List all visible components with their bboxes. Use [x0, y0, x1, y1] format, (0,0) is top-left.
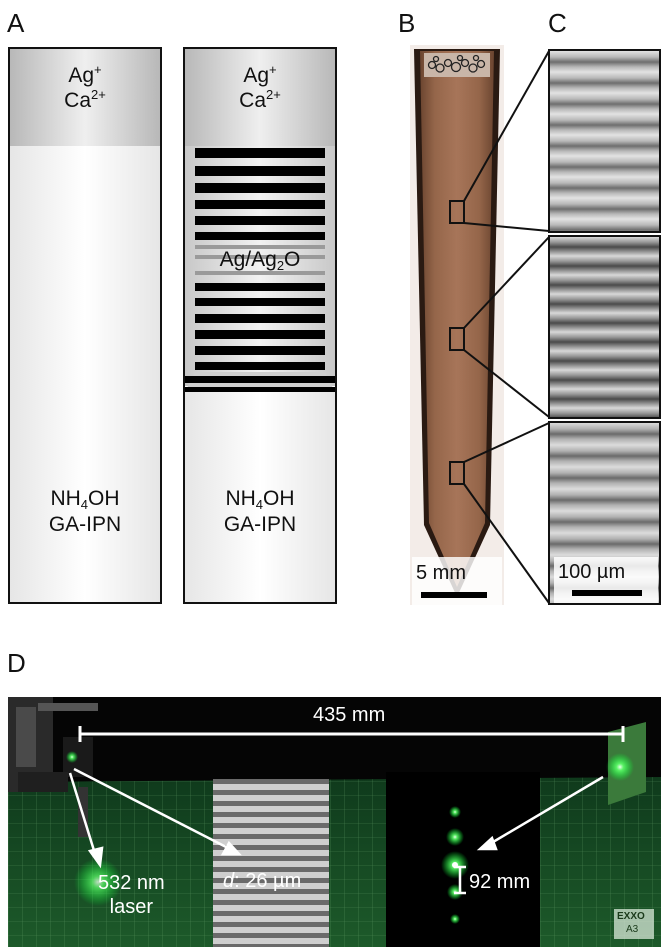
- band-composition-label: Ag/Ag2O: [219, 248, 301, 273]
- panel-label-b: B: [398, 8, 416, 38]
- laser-setup-scene: [8, 697, 661, 947]
- laser-label: 532 nm laser: [98, 872, 165, 918]
- bottom-gel-layer: [185, 392, 335, 602]
- bottom-gel-layer: [10, 146, 160, 602]
- top-electrolyte-layer: [185, 49, 335, 146]
- tube-photo: [412, 49, 502, 605]
- precipitate-bands: [185, 146, 335, 392]
- bottom-reagent-line2: GA-IPN: [223, 513, 297, 536]
- tube-banded: Ag+ Ca2+ Ag/Ag2O NH4OH GA-IPN: [183, 47, 337, 604]
- panel-label-d: D: [7, 648, 26, 678]
- spot-size-label: 92 mm: [469, 871, 531, 893]
- micrograph-top: [548, 49, 661, 233]
- spacing-label: d: 26 µm: [223, 870, 302, 892]
- distance-label: 435 mm: [313, 704, 386, 726]
- bottom-reagent-line1: NH4OH: [50, 487, 120, 512]
- scale-label-5mm: 5 mm: [416, 562, 466, 584]
- top-ion-line2: Ca2+: [239, 87, 281, 112]
- top-ion-line2: Ca2+: [64, 87, 106, 112]
- micrograph-bottom: 100 µm: [548, 421, 661, 605]
- panel-label-c: C: [548, 8, 567, 38]
- scale-bar-100um: [572, 590, 642, 596]
- mat-brand-text: EXXO: [617, 911, 645, 922]
- top-ion-line1: Ag+: [68, 62, 102, 87]
- panel-label-a: A: [7, 8, 25, 38]
- top-ion-line1: Ag+: [243, 62, 277, 87]
- scale-bar-5mm: [421, 592, 487, 598]
- scale-label-100um: 100 µm: [558, 561, 626, 583]
- bottom-reagent-line2: GA-IPN: [48, 513, 122, 536]
- panel-d-photo: 435 mm 532 nm laser d: 26 µm 92 mm EXXO …: [8, 697, 661, 947]
- top-electrolyte-layer: [10, 49, 160, 146]
- bottom-reagent-line1: NH4OH: [225, 487, 295, 512]
- tube-initial: Ag+ Ca2+ NH4OH GA-IPN: [8, 47, 162, 604]
- micrograph-middle: [548, 235, 661, 419]
- mat-size-text: A3: [626, 924, 639, 935]
- panel-b-photo: 5 mm: [410, 45, 504, 605]
